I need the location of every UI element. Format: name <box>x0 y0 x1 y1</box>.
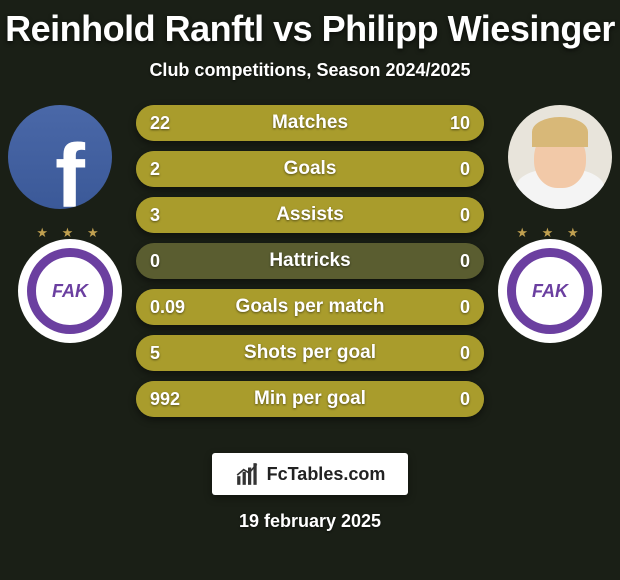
player-portrait <box>508 105 612 209</box>
club-stars-icon: ★ ★ ★ <box>18 225 122 241</box>
chart-icon <box>235 461 261 487</box>
comparison-panel: ★ ★ ★ FAK ★ ★ ★ FAK 2210Matches 20Goals 30… <box>0 105 620 435</box>
stat-row-assists: 30Assists <box>136 197 484 233</box>
stat-row-goals: 20Goals <box>136 151 484 187</box>
stat-label: Min per goal <box>136 388 484 410</box>
facebook-icon <box>8 105 112 209</box>
subtitle: Club competitions, Season 2024/2025 <box>0 60 620 81</box>
stat-row-min-per-goal: 9920Min per goal <box>136 381 484 417</box>
stat-row-goals-per-match: 0.090Goals per match <box>136 289 484 325</box>
stat-label: Assists <box>136 204 484 226</box>
stat-row-hattricks: 00Hattricks <box>136 243 484 279</box>
stat-bars: 2210Matches 20Goals 30Assists 00Hattricks 0.… <box>136 105 484 427</box>
stat-row-shots-per-goal: 50Shots per goal <box>136 335 484 371</box>
club-logo-left: ★ ★ ★ FAK <box>18 239 122 343</box>
stat-label: Goals per match <box>136 296 484 318</box>
club-abbr-right: FAK <box>532 281 568 302</box>
page-title: Reinhold Ranftl vs Philipp Wiesinger <box>0 0 620 50</box>
player-right-avatar <box>508 105 612 209</box>
club-logo-right: ★ ★ ★ FAK <box>498 239 602 343</box>
stat-label: Hattricks <box>136 250 484 272</box>
player-left-avatar <box>8 105 112 209</box>
stat-label: Matches <box>136 112 484 134</box>
stat-label: Shots per goal <box>136 342 484 364</box>
club-abbr-left: FAK <box>52 281 88 302</box>
stat-row-matches: 2210Matches <box>136 105 484 141</box>
date-label: 19 february 2025 <box>0 511 620 532</box>
stat-label: Goals <box>136 158 484 180</box>
brand-badge: FcTables.com <box>212 453 408 495</box>
brand-label: FcTables.com <box>267 464 386 485</box>
club-stars-icon: ★ ★ ★ <box>498 225 602 241</box>
